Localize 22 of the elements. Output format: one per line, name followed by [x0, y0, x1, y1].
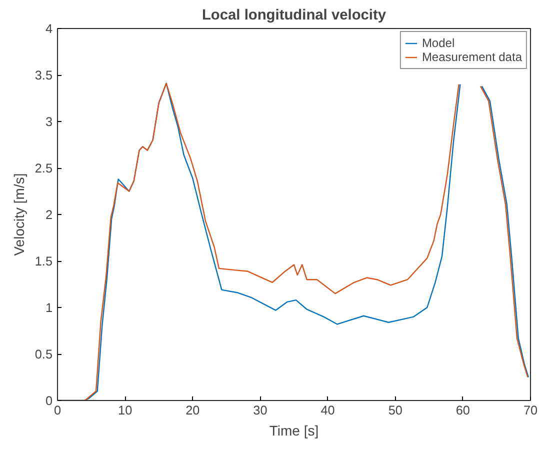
- x-tick-label: 50: [388, 404, 402, 418]
- legend-label: Measurement data: [422, 50, 522, 64]
- y-tick-label: 2: [45, 208, 53, 222]
- x-tick-label: 0: [54, 404, 62, 418]
- x-tick-label: 20: [186, 404, 200, 418]
- y-tick-label: 0.5: [34, 348, 53, 362]
- y-tick-label: 2.5: [34, 162, 53, 176]
- x-tick-label: 70: [523, 404, 538, 418]
- y-tick-label: 1: [45, 301, 53, 315]
- y-tick-label: 1.5: [34, 254, 53, 268]
- x-axis-title: Time [s]: [269, 422, 319, 438]
- chart-title: Local longitudinal velocity: [202, 8, 387, 24]
- y-tick-label: 0: [45, 394, 53, 408]
- x-tick-label: 10: [118, 404, 132, 418]
- x-tick-label: 40: [320, 404, 335, 418]
- y-tick-label: 3.5: [34, 68, 53, 82]
- x-tick-label: 60: [456, 404, 470, 418]
- x-tick-label: 30: [253, 404, 268, 418]
- y-tick-label: 4: [45, 22, 53, 36]
- y-axis-title: Velocity [m/s]: [10, 173, 27, 256]
- y-tick-label: 3: [45, 115, 53, 129]
- legend-label: Model: [422, 36, 455, 50]
